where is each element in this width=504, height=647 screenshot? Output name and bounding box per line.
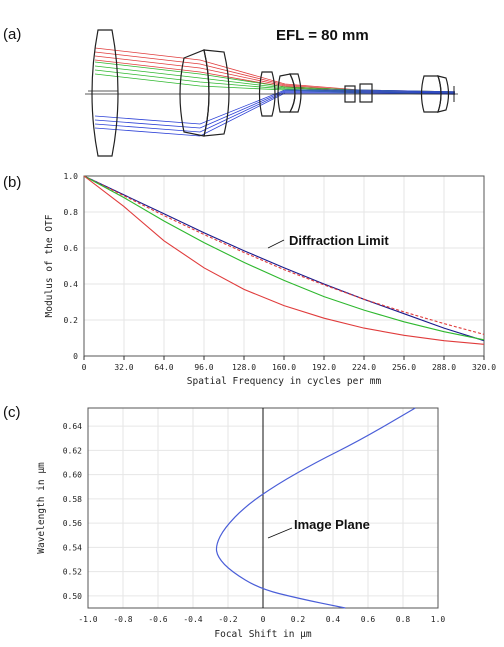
mtf-series-line-1 [83,175,485,342]
lens-element-10 [437,75,450,113]
focal-shift-x-tick-label: 1.0 [431,615,446,624]
panel-c-label: (c) [3,404,21,421]
panel-b: (b) 0 32.0 64.0 96.0 128.0 160.0 192.0 224.0 256… [3,172,496,387]
panel-c: (c) -1.0 -0.8 -0.6 -0.4 -0.2 0 0.2 0.4 0.6 0.8 1.0… [3,404,445,640]
mtf-x-tick-label: 256.0 [392,363,416,372]
mtf-x-tick-label: 160.0 [272,363,296,372]
focal-shift-y-tick-label: 0.52 [63,568,82,577]
mtf-y-tick-label: 0.6 [64,244,79,253]
mtf-y-ticks: 0 0.2 0.4 0.6 0.8 1.0 [64,172,79,361]
lens-element-6 [288,73,302,113]
focal-shift-y-tick-label: 0.54 [63,543,82,552]
ray-path [94,92,456,137]
mtf-y-tick-label: 0 [73,352,78,361]
focal-shift-y-tick-label: 0.58 [63,495,82,504]
mtf-x-tick-label: 288.0 [432,363,456,372]
mtf-x-tick-label: 192.0 [312,363,336,372]
mtf-series-line-4 [83,175,485,345]
focal-shift-x-tick-label: -1.0 [78,615,97,624]
mtf-y-tick-label: 0.4 [64,280,79,289]
mtf-series-line-3 [83,175,485,341]
mtf-x-tick-label: 0 [82,363,87,372]
focal-shift-y-tick-label: 0.56 [63,519,82,528]
focal-shift-y-axis-title: Wavelength in μm [36,462,47,554]
mtf-x-tick-label: 320.0 [472,363,496,372]
mtf-y-axis-title: Modulus of the OTF [44,214,55,317]
mtf-x-tick-label: 224.0 [352,363,376,372]
mtf-y-tick-label: 0.8 [64,208,79,217]
focal-shift-x-tick-label: -0.2 [218,615,237,624]
focal-shift-y-ticks: 0.50 0.52 0.54 0.56 0.58 0.60 0.62 0.64 [63,422,82,601]
mtf-y-tick-label: 1.0 [64,172,79,181]
mtf-x-tick-label: 32.0 [114,363,133,372]
focal-shift-y-tick-label: 0.62 [63,446,82,455]
focal-shift-x-tick-label: 0 [261,615,266,624]
focal-shift-y-tick-label: 0.64 [63,422,82,431]
diffraction-limit-label: Diffraction Limit [289,233,389,248]
panel-a-label: (a) [3,26,21,43]
mtf-x-tick-label: 64.0 [154,363,173,372]
mtf-x-tick-label: 128.0 [232,363,256,372]
ray-path [94,90,456,129]
mtf-x-ticks: 0 32.0 64.0 96.0 128.0 160.0 192.0 224.0 256.0 28… [82,356,496,372]
ray-path [94,91,456,133]
mtf-x-axis-title: Spatial Frequency in cycles per mm [187,376,382,387]
diffraction-limit-pointer [267,239,285,249]
mtf-x-tick-label: 96.0 [194,363,213,372]
focal-shift-x-tick-label: 0.6 [361,615,376,624]
focal-shift-y-tick-label: 0.60 [63,471,82,480]
mtf-series [83,175,485,345]
focal-shift-x-tick-label: -0.6 [148,615,167,624]
lens-element-4 [258,71,276,117]
focal-shift-x-tick-label: -0.4 [183,615,202,624]
focal-shift-curve-1 [215,407,416,609]
lens-element-8 [359,83,373,103]
panel-a: (a) EFL = 80 mm [3,26,458,157]
focal-shift-x-axis-title: Focal Shift in μm [214,629,312,640]
ray-bundle [94,47,456,137]
image-plane-label: Image Plane [294,517,370,532]
focal-shift-x-tick-label: 0.8 [396,615,411,624]
ray-path [94,89,456,125]
panel-b-label: (b) [3,174,21,191]
focal-shift-series [215,407,416,609]
focal-shift-y-tick-label: 0.50 [63,592,82,601]
image-plane-pointer [267,527,293,539]
efl-annotation: EFL = 80 mm [276,27,369,44]
mtf-y-tick-label: 0.2 [64,316,79,325]
lens-element-3 [203,49,230,137]
focal-shift-x-tick-label: 0.4 [326,615,341,624]
lens-element-1 [91,29,119,157]
focal-shift-x-tick-label: 0.2 [291,615,306,624]
mtf-series-line-2 [83,175,485,335]
focal-shift-x-ticks: -1.0 -0.8 -0.6 -0.4 -0.2 0 0.2 0.4 0.6 0.8 1.0 [78,615,445,624]
lens-element-7 [344,85,356,103]
focal-shift-x-tick-label: -0.8 [113,615,132,624]
mtf-gridlines [83,175,485,357]
